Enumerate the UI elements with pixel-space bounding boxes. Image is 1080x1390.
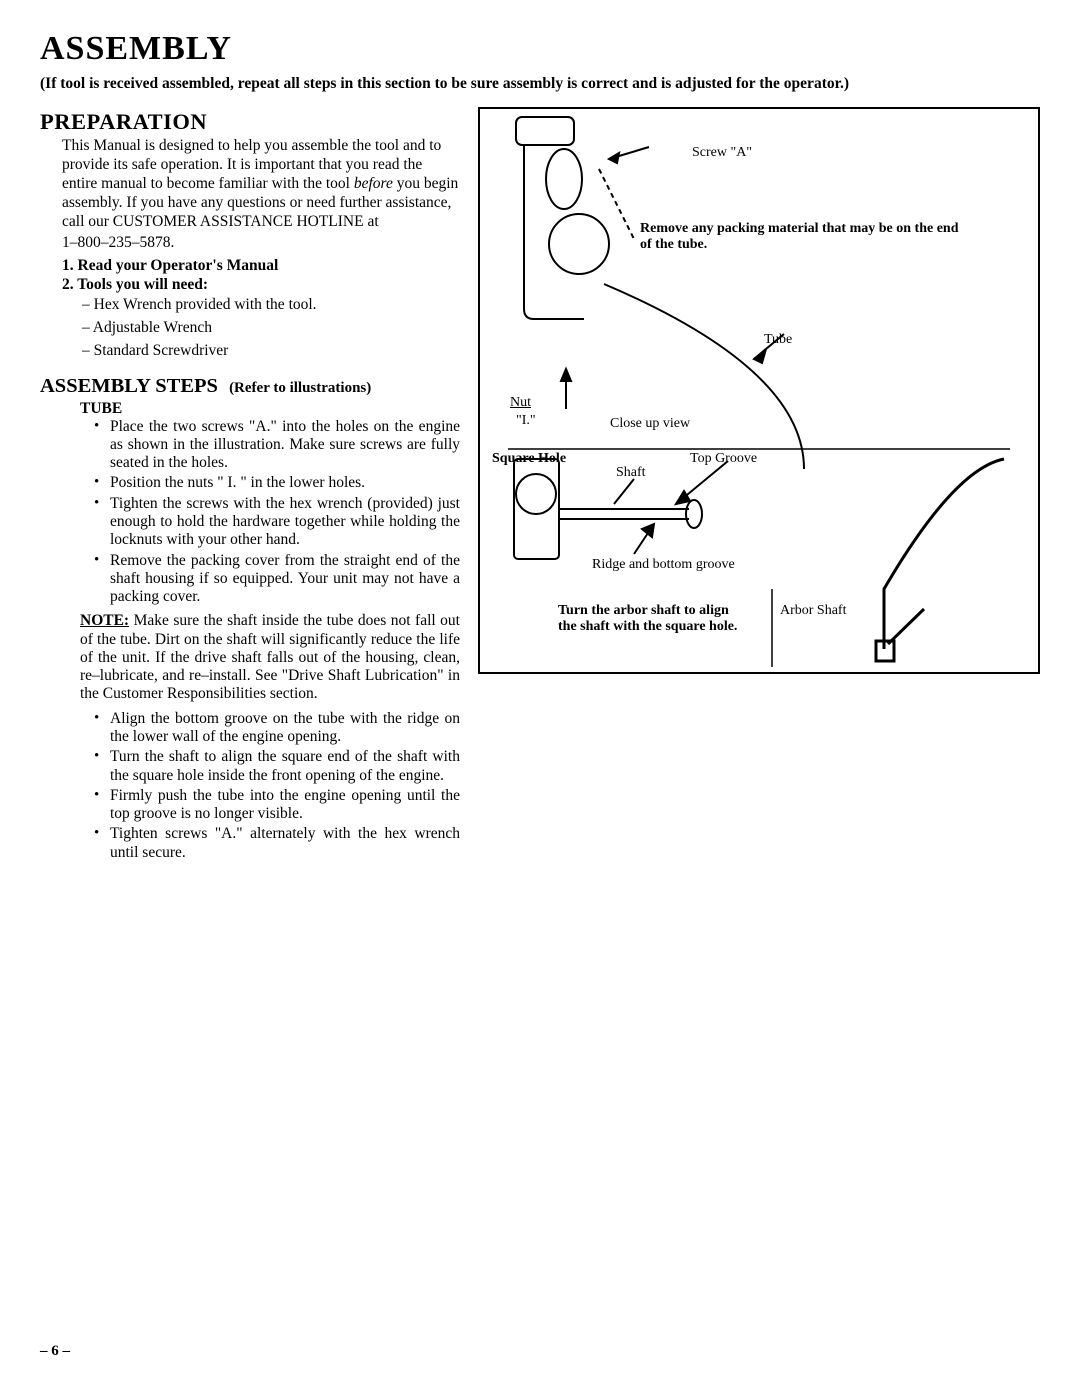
label-remove-packing: Remove any packing material that may be … (640, 221, 970, 253)
bullet-item: Turn the shaft to align the square end o… (96, 748, 460, 785)
prep-body-italic: before (354, 175, 393, 192)
right-column: Screw "A" Remove any packing material th… (478, 107, 1040, 864)
label-turn-arbor: Turn the arbor shaft to align the shaft … (558, 603, 740, 635)
illustration-box: Screw "A" Remove any packing material th… (478, 107, 1040, 674)
label-closeup: Close up view (610, 416, 690, 432)
subtitle-note: (If tool is received assembled, repeat a… (40, 74, 1040, 93)
bullet-item: Tighten screws "A." alternately with the… (96, 825, 460, 862)
label-screw-a: Screw "A" (692, 145, 752, 161)
label-square-hole: Square Hole (492, 451, 566, 467)
bullet-item: Place the two screws "A." into the holes… (96, 418, 460, 473)
label-nut-i: "I." (516, 413, 536, 429)
tool-item: Standard Screwdriver (82, 342, 460, 361)
list-item-1: 1. Read your Operator's Manual (62, 257, 460, 275)
tool-item: Hex Wrench provided with the tool. (82, 296, 460, 315)
label-ridge: Ridge and bottom groove (592, 557, 735, 573)
label-top-groove: Top Groove (690, 451, 757, 467)
list-item-2: 2. Tools you will need: (62, 276, 460, 294)
bullet-item: Tighten the screws with the hex wrench (… (96, 495, 460, 550)
label-tube: Tube (764, 332, 792, 348)
preparation-title: PREPARATION (40, 109, 460, 135)
assembly-steps-text: ASSEMBLY STEPS (40, 375, 218, 397)
label-shaft: Shaft (616, 465, 646, 481)
preparation-body: This Manual is designed to help you asse… (40, 137, 460, 232)
refer-label: (Refer to illustrations) (229, 380, 371, 396)
bullet-item: Firmly push the tube into the engine ope… (96, 787, 460, 824)
bullet-item: Align the bottom groove on the tube with… (96, 710, 460, 747)
bullet-list-a: Place the two screws "A." into the holes… (40, 418, 460, 607)
label-nut: Nut (510, 395, 531, 411)
note-label: NOTE: (80, 612, 129, 629)
bullet-item: Position the nuts " I. " in the lower ho… (96, 474, 460, 492)
hotline: 1–800–235–5878. (40, 234, 460, 253)
note-block: NOTE: Make sure the shaft inside the tub… (80, 612, 460, 703)
tool-item: Adjustable Wrench (82, 319, 460, 338)
left-column: PREPARATION This Manual is designed to h… (40, 107, 460, 864)
label-arbor-shaft: Arbor Shaft (780, 603, 847, 619)
bullet-item: Remove the packing cover from the straig… (96, 552, 460, 607)
note-text: Make sure the shaft inside the tube does… (80, 612, 460, 702)
bullet-list-b: Align the bottom groove on the tube with… (40, 710, 460, 862)
tube-heading: TUBE (40, 400, 460, 418)
page-number: – 6 – (40, 1343, 70, 1360)
assembly-steps-title: ASSEMBLY STEPS (Refer to illustrations) (40, 375, 460, 398)
page-title: ASSEMBLY (40, 30, 1040, 68)
illustration-svg (480, 109, 1038, 672)
